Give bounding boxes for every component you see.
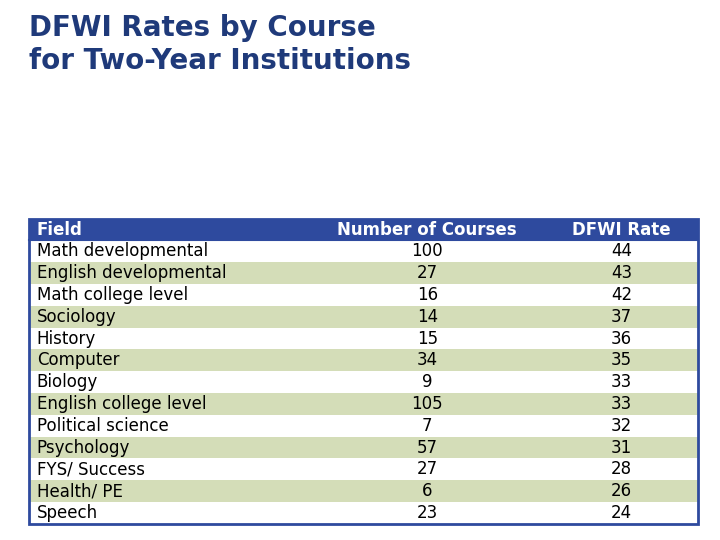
Text: 100: 100	[411, 242, 443, 260]
FancyBboxPatch shape	[29, 372, 698, 393]
Text: Number of Courses: Number of Courses	[338, 221, 517, 239]
Text: 15: 15	[417, 329, 438, 348]
Text: Political science: Political science	[37, 417, 168, 435]
FancyBboxPatch shape	[29, 393, 698, 415]
Text: 7: 7	[422, 417, 433, 435]
Text: 24: 24	[611, 504, 632, 522]
FancyBboxPatch shape	[29, 480, 698, 502]
Text: 27: 27	[417, 264, 438, 282]
Text: 34: 34	[417, 352, 438, 369]
Text: 31: 31	[611, 438, 632, 456]
FancyBboxPatch shape	[29, 240, 698, 262]
Text: History: History	[37, 329, 96, 348]
FancyBboxPatch shape	[29, 437, 698, 458]
Text: 105: 105	[411, 395, 443, 413]
Text: 35: 35	[611, 352, 632, 369]
FancyBboxPatch shape	[29, 502, 698, 524]
Text: 6: 6	[422, 482, 433, 500]
Text: Math developmental: Math developmental	[37, 242, 208, 260]
Text: Field: Field	[37, 221, 83, 239]
Text: English developmental: English developmental	[37, 264, 226, 282]
Text: 16: 16	[417, 286, 438, 304]
Text: Math college level: Math college level	[37, 286, 188, 304]
Text: English college level: English college level	[37, 395, 207, 413]
Text: DFWI Rates by Course
for Two-Year Institutions: DFWI Rates by Course for Two-Year Instit…	[29, 14, 411, 75]
Text: 26: 26	[611, 482, 632, 500]
Text: FYS/ Success: FYS/ Success	[37, 460, 145, 478]
Text: 44: 44	[611, 242, 632, 260]
Text: Sociology: Sociology	[37, 308, 117, 326]
Text: 43: 43	[611, 264, 632, 282]
FancyBboxPatch shape	[29, 415, 698, 437]
FancyBboxPatch shape	[29, 328, 698, 349]
FancyBboxPatch shape	[29, 349, 698, 372]
Text: Psychology: Psychology	[37, 438, 130, 456]
Text: Computer: Computer	[37, 352, 120, 369]
Text: 23: 23	[417, 504, 438, 522]
Text: 27: 27	[417, 460, 438, 478]
Text: Speech: Speech	[37, 504, 98, 522]
Text: 9: 9	[422, 373, 433, 391]
Text: 33: 33	[611, 373, 632, 391]
Text: 33: 33	[611, 395, 632, 413]
Text: 57: 57	[417, 438, 438, 456]
Text: DFWI Rate: DFWI Rate	[572, 221, 671, 239]
Text: 36: 36	[611, 329, 632, 348]
Text: 14: 14	[417, 308, 438, 326]
Text: Biology: Biology	[37, 373, 98, 391]
FancyBboxPatch shape	[29, 458, 698, 480]
FancyBboxPatch shape	[29, 219, 698, 240]
Text: 32: 32	[611, 417, 632, 435]
Text: Health/ PE: Health/ PE	[37, 482, 122, 500]
Text: 28: 28	[611, 460, 632, 478]
FancyBboxPatch shape	[29, 284, 698, 306]
FancyBboxPatch shape	[29, 306, 698, 328]
Text: 37: 37	[611, 308, 632, 326]
Text: 42: 42	[611, 286, 632, 304]
FancyBboxPatch shape	[29, 262, 698, 284]
